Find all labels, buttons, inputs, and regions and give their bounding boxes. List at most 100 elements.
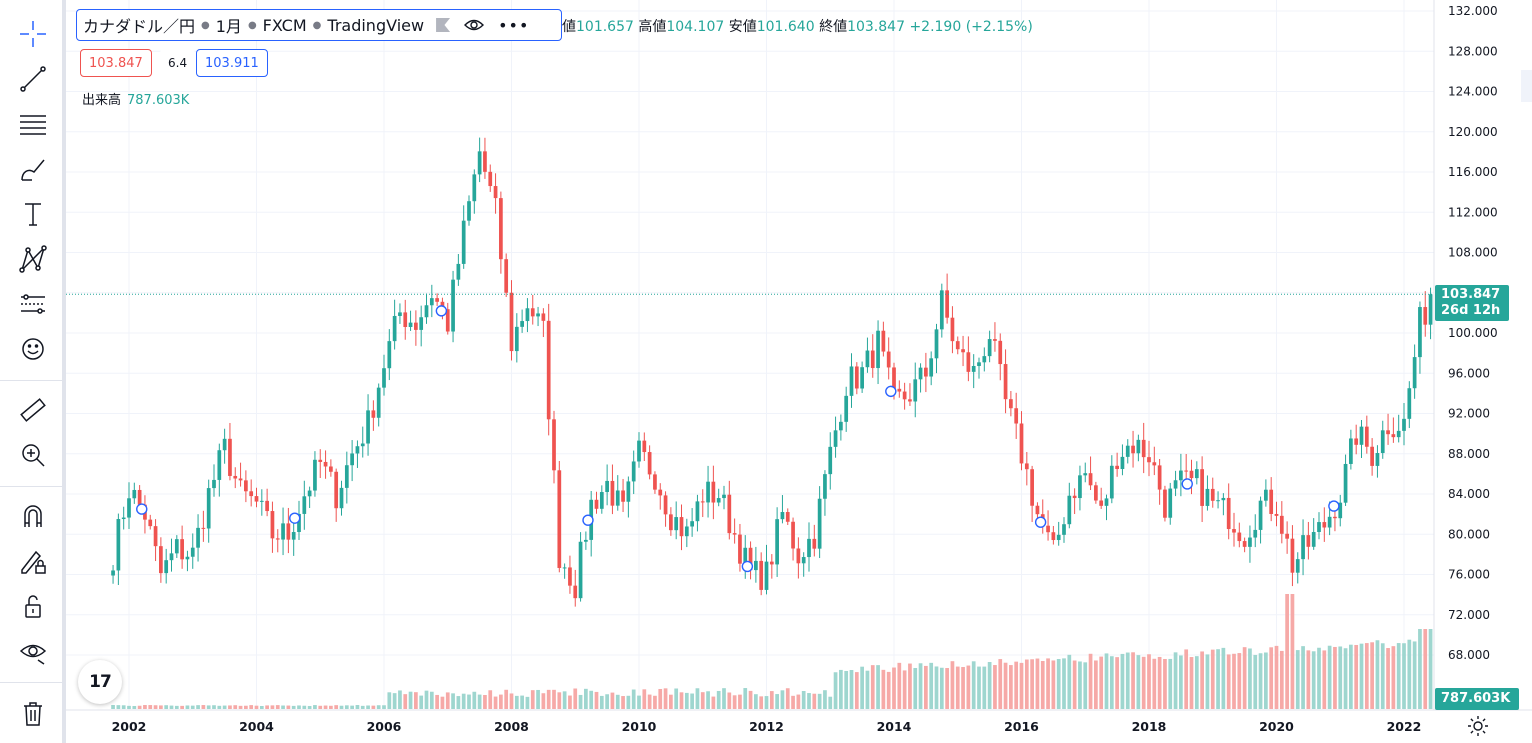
price-tick-label: 128.000 — [1448, 44, 1498, 58]
candle-body — [785, 512, 790, 522]
eye-icon[interactable] — [13, 633, 53, 669]
sell-price-button[interactable]: 103.847 — [80, 49, 152, 77]
volume-bar — [1009, 665, 1013, 709]
volume-bar — [286, 705, 291, 709]
candle-body — [180, 539, 184, 560]
volume-bars — [111, 594, 1433, 709]
price-chart[interactable]: 68.000 72.000 76.000 80.000 84.000 88.000 92.0… — [66, 0, 1532, 743]
volume-bar — [1301, 646, 1305, 709]
volume-bar — [398, 690, 402, 709]
candle-body — [993, 339, 997, 341]
candle-body — [313, 459, 317, 491]
chart-grid — [66, 0, 1434, 710]
candle-body — [839, 421, 843, 431]
candle-body — [966, 352, 971, 372]
volume-bar — [961, 667, 965, 709]
volume-bar — [1364, 643, 1369, 709]
volume-bar — [196, 705, 200, 709]
candle-body — [1423, 307, 1428, 325]
candle-body — [541, 313, 546, 321]
price-tick-label: 96.000 — [1448, 366, 1490, 380]
zoom-in-icon[interactable] — [13, 437, 53, 473]
candle-body — [1370, 446, 1374, 466]
lock-icon[interactable] — [13, 588, 53, 624]
candle-body — [706, 481, 710, 503]
dividend-marker — [435, 305, 448, 317]
candle-body — [791, 521, 795, 549]
candle-body — [244, 480, 248, 492]
volume-bar — [955, 666, 960, 709]
candle-body — [684, 526, 689, 537]
flag-icon[interactable] — [436, 18, 451, 32]
symbol-legend[interactable]: カナダドル／円 ● 1月 ● FXCM ● TradingView ••• — [76, 9, 562, 41]
emoji-icon[interactable] — [13, 331, 53, 367]
candle-body — [408, 322, 413, 327]
buy-price-button[interactable]: 103.911 — [196, 49, 268, 77]
current-volume-tag: 787.603K — [1435, 688, 1519, 710]
candle-body — [1301, 535, 1305, 560]
magnet-icon[interactable] — [13, 498, 53, 534]
crosshair-icon[interactable] — [13, 16, 53, 52]
more-options-icon[interactable]: ••• — [498, 15, 530, 35]
price-tick-label: 100.000 — [1448, 326, 1498, 340]
volume-bar — [945, 668, 949, 709]
volume-value: 787.603K — [127, 93, 190, 108]
volume-bar — [924, 665, 928, 709]
candle-body — [212, 479, 216, 489]
volume-bar — [642, 689, 647, 709]
volume-bar — [605, 694, 609, 709]
volume-legend: 出来高 787.603K — [82, 89, 189, 108]
volume-bar — [939, 667, 944, 709]
candle-body — [355, 446, 360, 454]
candle-body — [1109, 465, 1114, 499]
candle-body — [451, 279, 455, 332]
price-tick-label: 92.000 — [1448, 407, 1490, 421]
volume-bar — [281, 705, 285, 709]
interval-label: 1月 — [215, 17, 242, 36]
forecast-icon[interactable] — [13, 286, 53, 322]
ruler-icon[interactable] — [13, 392, 53, 428]
lock-draw-icon[interactable] — [13, 543, 53, 579]
trendline-icon[interactable] — [13, 61, 53, 97]
candle-body — [329, 466, 333, 472]
fib-lines-icon[interactable] — [13, 106, 53, 142]
volume-bar — [1295, 650, 1300, 709]
brush-icon[interactable] — [13, 151, 53, 187]
dividend-markers — [136, 305, 1340, 573]
dividend-marker — [1181, 478, 1193, 490]
candle-body — [1062, 524, 1066, 535]
candle-body — [190, 547, 195, 557]
volume-bar — [376, 705, 381, 709]
candle-body — [557, 470, 562, 568]
symbol-name: カナダドル／円 — [83, 17, 196, 36]
time-tick-label: 2018 — [1132, 719, 1167, 734]
candle-body — [307, 490, 312, 497]
volume-bar — [1184, 649, 1189, 709]
candle-body — [1311, 532, 1316, 547]
candle-body — [185, 556, 190, 560]
eye-visibility-icon[interactable] — [464, 18, 485, 32]
text-icon[interactable] — [13, 196, 53, 232]
candle-body — [1349, 438, 1353, 464]
volume-bar — [249, 705, 254, 709]
pattern-icon[interactable] — [13, 241, 53, 277]
candle-body — [1173, 480, 1178, 489]
gear-icon[interactable] — [1466, 714, 1490, 738]
volume-bar — [599, 695, 604, 709]
volume-bar — [111, 705, 115, 709]
trash-icon[interactable] — [13, 695, 53, 731]
volume-bar — [477, 694, 482, 709]
volume-bar — [1099, 656, 1104, 709]
current-price-tag: 103.847 26d 12h — [1435, 285, 1509, 321]
broker-label: FXCM — [262, 15, 307, 35]
volume-bar — [1141, 656, 1146, 709]
candle-body — [881, 330, 886, 352]
candle-body — [514, 326, 519, 352]
volume-bar — [690, 693, 694, 709]
candle-body — [934, 329, 939, 359]
volume-bar — [700, 692, 705, 709]
volume-bar — [504, 689, 509, 709]
tradingview-logo[interactable]: 17 — [78, 660, 122, 704]
candle-body — [1189, 470, 1194, 479]
volume-bar — [987, 662, 992, 709]
